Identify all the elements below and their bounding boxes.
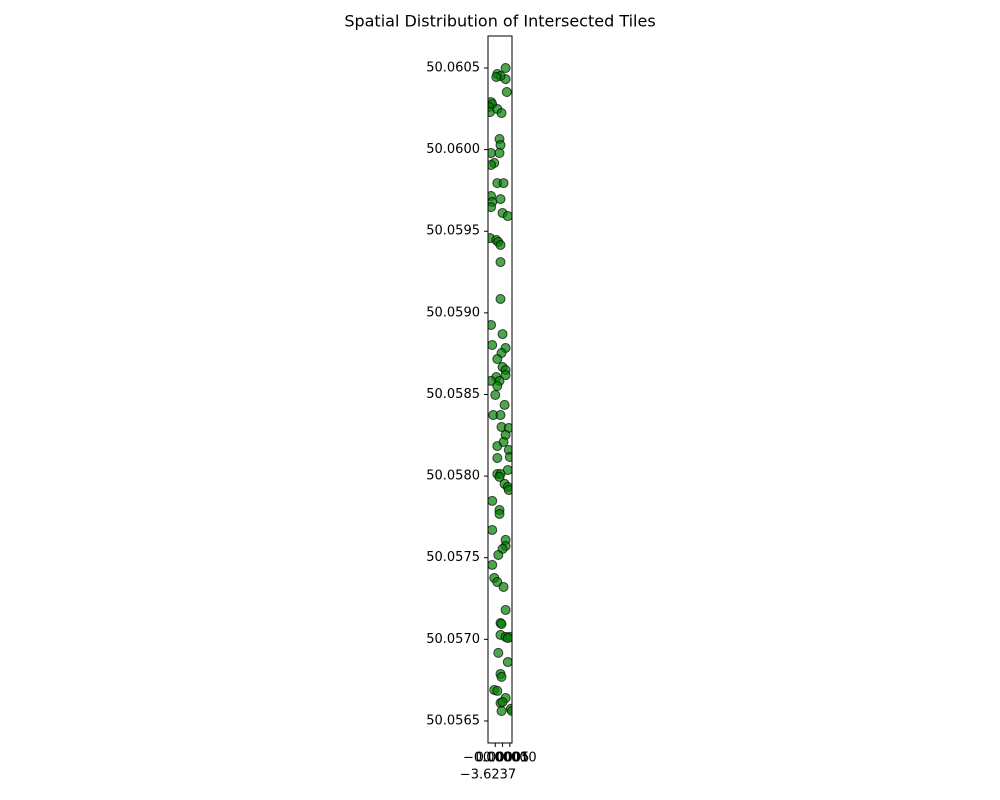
y-tick-label: 50.0585: [426, 387, 480, 402]
point: [498, 581, 509, 592]
point: [496, 108, 507, 119]
point: [504, 452, 512, 462]
x-offset-text: −3.6237: [460, 768, 516, 783]
point: [494, 471, 505, 482]
point: [488, 559, 498, 570]
point: [496, 671, 507, 682]
point: [502, 657, 512, 668]
point: [501, 86, 512, 97]
point: [503, 484, 512, 495]
point: [499, 399, 510, 410]
point: [500, 370, 511, 381]
y-tick-label: 50.0600: [426, 142, 480, 157]
point: [488, 495, 498, 506]
y-tick-label: 50.0590: [426, 305, 480, 320]
chart-title: Spatial Distribution of Intersected Tile…: [344, 12, 655, 31]
point: [488, 524, 498, 535]
point: [497, 329, 508, 340]
axes-frame: [487, 35, 513, 744]
point: [502, 211, 512, 222]
point: [488, 159, 497, 170]
point: [491, 71, 502, 82]
point: [494, 508, 505, 519]
point: [495, 239, 506, 250]
point: [494, 148, 505, 159]
x-tick-label: 0.00010: [483, 751, 537, 766]
y-tick-label: 50.0565: [426, 713, 480, 728]
y-tick-label: 50.0570: [426, 632, 480, 647]
y-tick-label: 50.0580: [426, 469, 480, 484]
x-tick-label: −0.00000: [463, 751, 528, 766]
point: [495, 257, 506, 268]
point: [495, 410, 506, 421]
point: [492, 380, 503, 391]
point: [493, 647, 504, 658]
y-tick-label: 50.0595: [426, 224, 480, 239]
point: [492, 685, 503, 696]
x-tick-label: 0.00005: [476, 751, 530, 766]
point: [492, 452, 503, 463]
point: [495, 194, 506, 205]
point: [498, 436, 509, 447]
point: [496, 706, 507, 717]
point: [488, 319, 497, 330]
point: [497, 697, 508, 708]
point: [498, 178, 509, 189]
y-tick-label: 50.0575: [426, 550, 480, 565]
point: [496, 618, 507, 629]
point: [492, 354, 503, 365]
point: [502, 633, 512, 644]
point: [500, 604, 511, 615]
point: [500, 62, 511, 73]
point: [495, 293, 506, 304]
point: [488, 202, 497, 213]
point: [493, 549, 504, 560]
point: [488, 340, 498, 351]
y-tick-label: 50.0605: [426, 60, 480, 75]
point: [490, 389, 501, 400]
plot-area: [488, 62, 512, 717]
